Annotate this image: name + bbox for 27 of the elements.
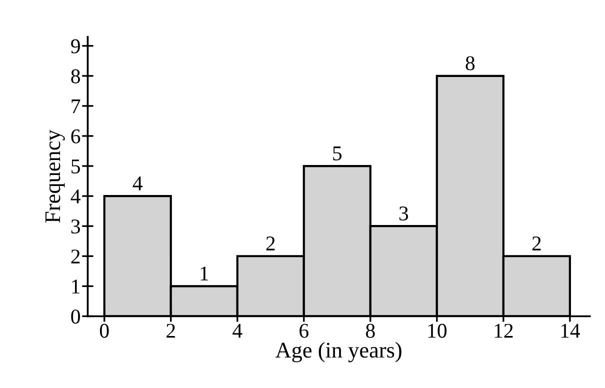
- x-tick-label: 14: [561, 324, 580, 338]
- data-label: 8: [466, 56, 475, 70]
- y-tick-label: 1: [72, 280, 80, 294]
- data-label: 2: [532, 236, 541, 250]
- data-label: 1: [200, 266, 208, 280]
- data-label: 5: [333, 146, 342, 160]
- data-label: 4: [132, 176, 142, 190]
- y-tick-label: 0: [71, 310, 80, 324]
- y-axis-title: Frequency: [45, 130, 65, 223]
- x-tick-label: 2: [166, 324, 175, 338]
- x-tick-label: 6: [300, 324, 308, 338]
- x-tick-label: 12: [494, 324, 513, 338]
- x-tick-label: 4: [232, 324, 242, 338]
- y-tick-label: 5: [72, 160, 80, 174]
- x-tick-label: 0: [100, 324, 109, 338]
- data-label: 3: [399, 206, 408, 220]
- y-tick-label: 8: [71, 69, 80, 84]
- data-label: 2: [266, 236, 275, 250]
- y-tick-label: 9: [71, 39, 80, 54]
- x-tick-label: 10: [428, 324, 447, 338]
- y-tick-label: 6: [71, 129, 80, 144]
- y-tick-label: 3: [71, 220, 80, 234]
- x-tick-label: 8: [366, 324, 375, 338]
- x-axis-title: Age (in years): [275, 342, 402, 362]
- y-tick-label: 7: [72, 100, 80, 114]
- y-tick-label: 4: [70, 190, 80, 204]
- y-tick-label: 2: [71, 250, 80, 264]
